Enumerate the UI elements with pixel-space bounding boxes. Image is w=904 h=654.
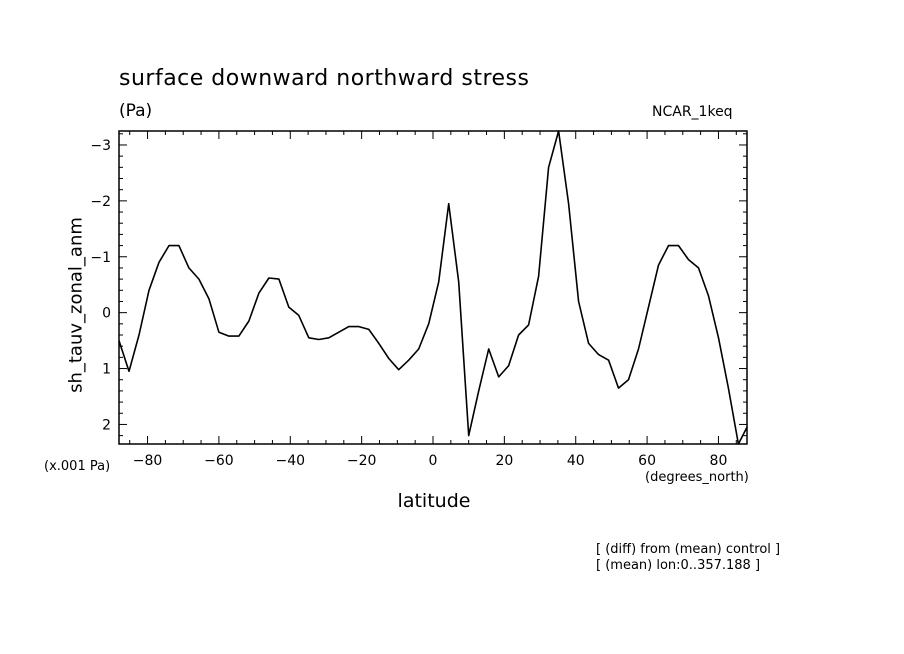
x-tick-label: −40 [275,453,305,469]
y-scale-note: (x.001 Pa) [44,459,111,474]
mean-note: [ (mean) lon:0..357.188 ] [596,558,761,573]
series-line [118,130,748,445]
y-tick-label: 1 [102,362,111,378]
x-tick-label: 20 [495,453,513,469]
y-tick-label: 2 [102,417,111,433]
y-tick-label: −1 [90,250,111,266]
x-tick-label: −80 [133,453,163,469]
x-axis-label: latitude [397,490,471,512]
x-tick-label: −60 [204,453,234,469]
x-tick-label: 40 [567,453,585,469]
x-tick-label: 80 [710,453,728,469]
y-tick-label: 0 [102,306,111,322]
chart-title: surface downward northward stress [119,66,530,91]
y-tick-label: −3 [90,138,111,154]
x-tick-label: 60 [638,453,656,469]
model-label: NCAR_1keq [652,104,733,120]
chart-units: (Pa) [119,101,153,121]
x-tick-label: 0 [429,453,438,469]
x-units-label: (degrees_north) [645,470,749,485]
x-tick-label: −20 [347,453,377,469]
diff-note: [ (diff) from (mean) control ] [596,542,781,557]
y-tick-label: −2 [90,194,111,210]
